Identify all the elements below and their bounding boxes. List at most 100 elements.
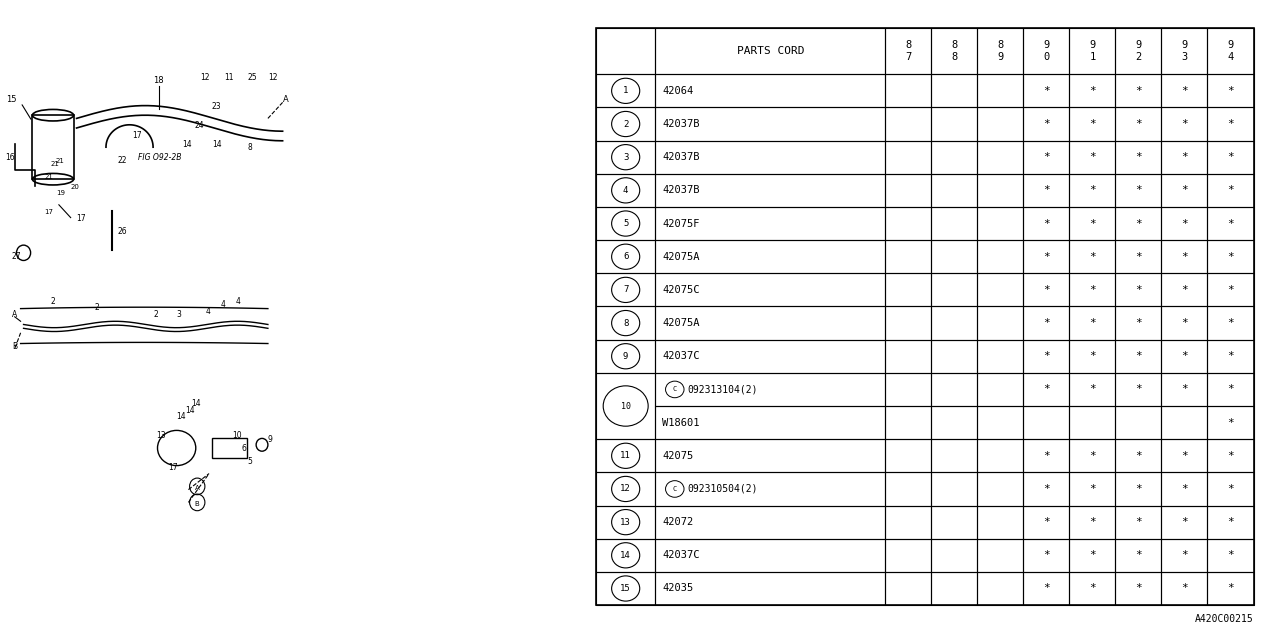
Bar [1069, 340, 1115, 373]
Text: 16: 16 [5, 153, 14, 162]
Text: *: * [1181, 351, 1188, 361]
Bar [978, 340, 1024, 373]
Bar [1115, 28, 1161, 74]
Text: *: * [1181, 550, 1188, 560]
Text: 15: 15 [6, 95, 17, 104]
Bar [1207, 373, 1253, 406]
Bar [1161, 472, 1207, 506]
Text: 4: 4 [221, 300, 225, 309]
Bar [596, 439, 655, 472]
Text: A: A [195, 485, 200, 492]
Text: *: * [1228, 517, 1234, 527]
Bar [1115, 572, 1161, 605]
Bar [1024, 439, 1069, 472]
Bar [1069, 472, 1115, 506]
Text: *: * [1228, 484, 1234, 494]
Bar [886, 174, 932, 207]
Text: 42037B: 42037B [662, 152, 700, 162]
Bar [1115, 141, 1161, 174]
Text: *: * [1089, 550, 1096, 560]
Text: *: * [1043, 186, 1050, 195]
Bar [1161, 141, 1207, 174]
Text: 26: 26 [118, 227, 128, 236]
Text: 27: 27 [12, 252, 22, 261]
Bar [1069, 74, 1115, 108]
Text: *: * [1043, 285, 1050, 295]
Text: 2: 2 [623, 120, 628, 129]
Text: 2: 2 [95, 303, 99, 312]
Text: *: * [1043, 252, 1050, 262]
Text: 11: 11 [621, 451, 631, 460]
Bar [886, 273, 932, 307]
Text: 092313104(2): 092313104(2) [687, 385, 758, 394]
Bar [1024, 273, 1069, 307]
Text: *: * [1135, 252, 1142, 262]
Bar [1024, 174, 1069, 207]
Text: A420C00215: A420C00215 [1194, 614, 1253, 624]
Bar [1024, 539, 1069, 572]
Text: 42075C: 42075C [662, 285, 700, 295]
Bar [978, 273, 1024, 307]
Text: *: * [1228, 318, 1234, 328]
Text: 10: 10 [621, 401, 631, 410]
Bar [655, 572, 886, 605]
Bar [886, 108, 932, 141]
Text: *: * [1135, 550, 1142, 560]
Bar [596, 74, 655, 108]
Text: *: * [1135, 584, 1142, 593]
Text: *: * [1228, 285, 1234, 295]
Text: 3: 3 [623, 153, 628, 162]
Bar [1069, 373, 1115, 406]
Text: *: * [1228, 119, 1234, 129]
Bar [1024, 28, 1069, 74]
Text: 9
4: 9 4 [1228, 40, 1234, 62]
Bar [1024, 240, 1069, 273]
Bar [596, 472, 655, 506]
Text: 4: 4 [236, 297, 241, 306]
Text: *: * [1228, 152, 1234, 162]
Bar [978, 141, 1024, 174]
Text: *: * [1228, 218, 1234, 228]
Bar [1161, 28, 1207, 74]
Bar [1161, 207, 1207, 240]
Bar [1024, 406, 1069, 439]
Text: 23: 23 [212, 102, 221, 111]
Bar [1024, 74, 1069, 108]
Text: 19: 19 [56, 190, 65, 196]
Text: *: * [1135, 318, 1142, 328]
Text: 13: 13 [156, 431, 165, 440]
Bar [1115, 240, 1161, 273]
Text: *: * [1043, 517, 1050, 527]
Bar [655, 539, 886, 572]
Text: *: * [1135, 218, 1142, 228]
Bar [886, 74, 932, 108]
Text: *: * [1043, 152, 1050, 162]
Text: *: * [1181, 584, 1188, 593]
Text: 17: 17 [77, 214, 86, 223]
Bar [1207, 340, 1253, 373]
Bar [655, 472, 886, 506]
Text: *: * [1089, 451, 1096, 461]
Text: *: * [1228, 451, 1234, 461]
Text: W18601: W18601 [662, 418, 700, 428]
Text: 42075A: 42075A [662, 318, 700, 328]
Text: *: * [1135, 385, 1142, 394]
Bar [932, 539, 978, 572]
Text: 42075A: 42075A [662, 252, 700, 262]
Text: *: * [1043, 451, 1050, 461]
Text: *: * [1043, 119, 1050, 129]
Bar [1161, 74, 1207, 108]
Text: *: * [1043, 385, 1050, 394]
Text: 14: 14 [621, 551, 631, 560]
Bar [1024, 108, 1069, 141]
Bar [1115, 207, 1161, 240]
Text: *: * [1228, 186, 1234, 195]
Text: *: * [1228, 351, 1234, 361]
Text: 42037B: 42037B [662, 186, 700, 195]
Bar [596, 539, 655, 572]
Bar [932, 207, 978, 240]
Text: 21: 21 [50, 161, 59, 168]
Text: 9: 9 [623, 352, 628, 361]
Bar [886, 307, 932, 340]
Text: 3: 3 [177, 310, 182, 319]
